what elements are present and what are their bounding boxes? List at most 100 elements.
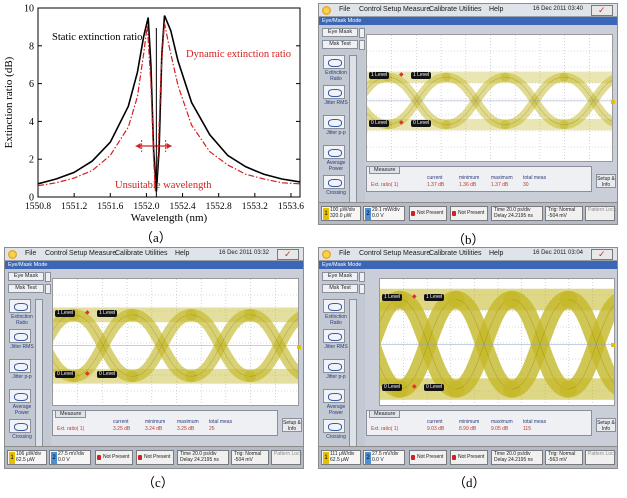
menu-help[interactable]: Help xyxy=(489,6,504,13)
menu-control[interactable]: Control xyxy=(359,250,382,257)
measurement-icon-4[interactable] xyxy=(323,419,345,433)
mask-test-button[interactable]: Msk Test xyxy=(322,284,358,293)
menu-setup[interactable]: Setup xyxy=(383,6,402,13)
measurement-icon-3[interactable] xyxy=(9,389,31,403)
channel-4-box[interactable]: Not Present xyxy=(136,450,174,465)
measurement-icon-1[interactable] xyxy=(323,85,345,99)
menu-bar: File Control Setup Measure Calibrate Utilitie… xyxy=(5,248,303,261)
channel-1-box[interactable]: 1 100 μW/div 320.0 μW xyxy=(321,206,361,221)
side-toggle-2[interactable] xyxy=(45,284,51,294)
trigger-box[interactable]: Trig: Normal -504 mV xyxy=(545,206,583,221)
undo-icon[interactable] xyxy=(591,249,613,260)
undo-icon[interactable] xyxy=(591,5,613,16)
results-header-col_total: total meas xyxy=(209,419,233,425)
measurement-icon-2[interactable] xyxy=(323,359,345,373)
channel-2-scale: 27.5 mV/div xyxy=(58,451,85,457)
menu-utilities[interactable]: Utilities xyxy=(145,250,168,257)
results-tab[interactable]: Measure xyxy=(369,410,401,418)
measurement-icon-0[interactable] xyxy=(323,55,345,69)
undo-icon[interactable] xyxy=(277,249,299,260)
results-header-col_minimum: minimum xyxy=(459,175,480,181)
measurement-icon-4[interactable] xyxy=(323,175,345,189)
measurement-icon-2[interactable] xyxy=(9,359,31,373)
panel-scrollbar[interactable] xyxy=(349,55,357,205)
channel-4-box[interactable]: Not Present xyxy=(450,450,488,465)
measurement-icon-3[interactable] xyxy=(323,145,345,159)
menu-calibrate[interactable]: Calibrate xyxy=(429,6,458,13)
trigger-box[interactable]: Trig: Normal -563 mV xyxy=(545,450,583,465)
eye-mask-button[interactable]: Eye Mask xyxy=(322,272,358,281)
menu-help[interactable]: Help xyxy=(489,250,504,257)
setup-info-button[interactable]: Setup & Info xyxy=(596,418,616,432)
menu-utilities[interactable]: Utilities xyxy=(459,6,482,13)
app-logo-icon xyxy=(322,250,331,259)
setup-info-button[interactable]: Setup & Info xyxy=(282,418,302,432)
menu-help[interactable]: Help xyxy=(175,250,190,257)
ext-ratio-minimum: 3.24 dB xyxy=(145,426,163,432)
channel-1-box[interactable]: 1 111 μW/div 62.5 μW xyxy=(321,450,361,465)
channel-3-box[interactable]: Not Present xyxy=(95,450,133,465)
channel-2-scale: 27.5 mV/div xyxy=(372,451,399,457)
side-toggle-1[interactable] xyxy=(45,272,51,282)
measurement-label-2: Jitter p-p xyxy=(326,374,346,380)
panel-scrollbar[interactable] xyxy=(349,299,357,449)
y-tick-label: 6 xyxy=(29,79,34,90)
menu-control[interactable]: Control xyxy=(45,250,68,257)
mask-test-button[interactable]: Msk Test xyxy=(322,40,358,49)
pattern-lock-box[interactable]: Pattern Lock xyxy=(585,206,616,221)
ext-ratio-total: 115 xyxy=(523,426,531,432)
measurement-icon-1[interactable] xyxy=(9,329,31,343)
side-toggle-2[interactable] xyxy=(359,284,365,294)
menu-file[interactable]: File xyxy=(339,6,351,13)
side-toggle-2[interactable] xyxy=(359,40,365,50)
results-tab[interactable]: Measure xyxy=(55,410,87,418)
channel-1-box[interactable]: 1 106 μW/div 62.5 μW xyxy=(7,450,47,465)
menu-utilities[interactable]: Utilities xyxy=(459,250,482,257)
menu-measure[interactable]: Measure xyxy=(403,250,431,257)
status-bar: 1 100 μW/div 320.0 μW 2 29.1 mW/div 0.0 V Not … xyxy=(319,202,617,224)
y-tick-label: 0 xyxy=(29,193,34,204)
ext-ratio-maximum: 1.37 dB xyxy=(491,182,509,188)
menu-setup[interactable]: Setup xyxy=(383,250,402,257)
trigger-box[interactable]: Trig: Normal -504 mV xyxy=(231,450,269,465)
trigger-label: Trig: Normal xyxy=(548,451,576,457)
measurement-label-1: Jitter RMS xyxy=(324,100,348,106)
side-toggle-1[interactable] xyxy=(359,28,365,38)
channel-3-box[interactable]: Not Present xyxy=(409,206,447,221)
timebase-box[interactable]: Time 20.0 ps/div Delay 24.2195 ns xyxy=(491,206,543,221)
measurement-icon-0[interactable] xyxy=(9,299,31,313)
channel-2-box[interactable]: 2 27.5 mV/div 0.0 V xyxy=(49,450,91,465)
trigger-label: Trig: Normal xyxy=(234,451,262,457)
channel-4-box[interactable]: Not Present xyxy=(450,206,488,221)
panel-scrollbar[interactable] xyxy=(35,299,43,449)
side-toggle-1[interactable] xyxy=(359,272,365,282)
results-tab[interactable]: Measure xyxy=(369,166,401,174)
menu-calibrate[interactable]: Calibrate xyxy=(115,250,144,257)
menu-measure[interactable]: Measure xyxy=(403,6,431,13)
setup-info-button[interactable]: Setup & Info xyxy=(596,174,616,188)
scope-window-c: File Control Setup Measure Calibrate Utilitie… xyxy=(4,247,304,469)
measurement-icon-4[interactable] xyxy=(9,419,31,433)
eye-mask-button[interactable]: Eye Mask xyxy=(322,28,358,37)
measurement-icon-0[interactable] xyxy=(323,299,345,313)
timebase-box[interactable]: Time 20.0 ps/div Delay 24.2195 ns xyxy=(177,450,229,465)
channel-3-box[interactable]: Not Present xyxy=(409,450,447,465)
eye-mask-button[interactable]: Eye Mask xyxy=(8,272,44,281)
channel-2-box[interactable]: 2 27.5 mV/div 0.0 V xyxy=(363,450,405,465)
menu-file[interactable]: File xyxy=(25,250,37,257)
channel-2-box[interactable]: 2 29.1 mW/div 0.0 V xyxy=(363,206,405,221)
measurement-icon-2[interactable] xyxy=(323,115,345,129)
pattern-lock-box[interactable]: Pattern Lock xyxy=(271,450,302,465)
menu-calibrate[interactable]: Calibrate xyxy=(429,250,458,257)
ext-ratio-label: Ext. ratio( 1) xyxy=(371,182,399,188)
measurement-icon-1[interactable] xyxy=(323,329,345,343)
menu-file[interactable]: File xyxy=(339,250,351,257)
measurement-icon-3[interactable] xyxy=(323,389,345,403)
results-header-col_current: current xyxy=(427,419,443,425)
menu-setup[interactable]: Setup xyxy=(69,250,88,257)
menu-measure[interactable]: Measure xyxy=(89,250,117,257)
pattern-lock-box[interactable]: Pattern Lock xyxy=(585,450,616,465)
menu-control[interactable]: Control xyxy=(359,6,382,13)
timebase-box[interactable]: Time 20.0 ps/div Delay 24.2195 ns xyxy=(491,450,543,465)
mask-test-button[interactable]: Msk Test xyxy=(8,284,44,293)
